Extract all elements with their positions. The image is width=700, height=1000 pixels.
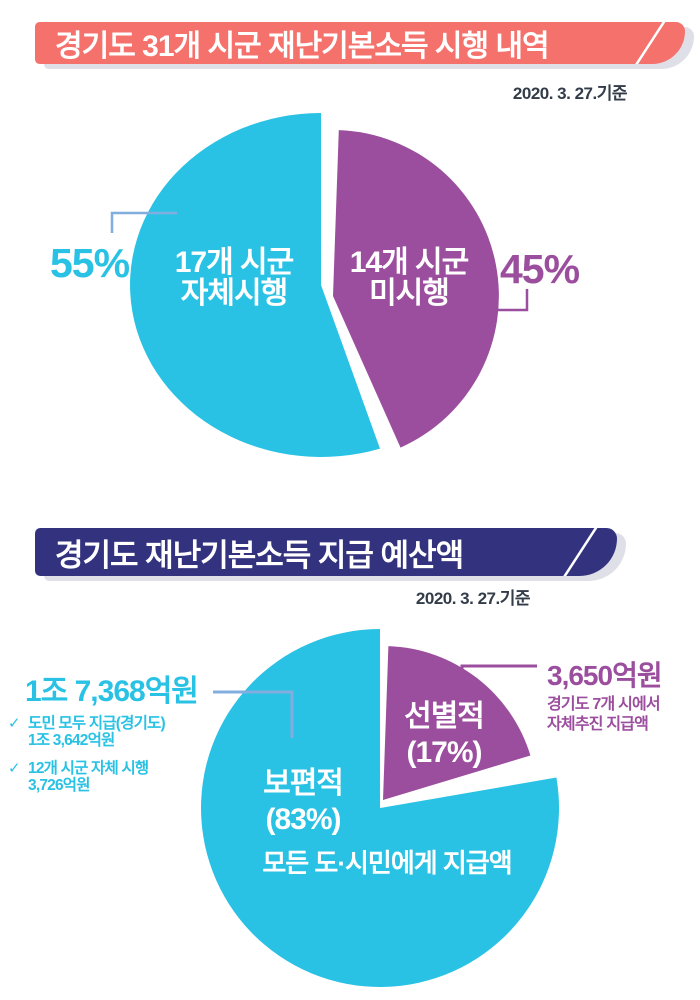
section1-title: 경기도 31개 시군 재난기본소득 시행 내역 [55,30,550,63]
section1-date-note: 2020. 3. 27.기준 [512,84,628,103]
selective-amount-desc: 경기도 7개 시에서 자체추진 지급액 [547,696,661,733]
callout-line-universal-amount [213,690,294,738]
pie1-cyan-percent: 55% [50,240,130,286]
pie2-universal-note: 모든 도·시민에게 지급액 [262,848,512,878]
section2-date-note: 2020. 3. 27.기준 [415,589,531,608]
breakdown-item-1: ✓ 도민 모두 지급(경기도) 1조 3,642억원 [8,715,166,749]
universal-amount: 1조 7,368억원 [25,675,199,708]
pie2-slice-universal [201,629,560,987]
pie1-cyan-slice-label: 17개 시군 자체시행 [174,246,295,310]
section2-title: 경기도 재난기본소득 지급 예산액 [55,537,464,573]
pie1-purple-percent: 45% [500,246,580,292]
pie1-slice-not-implemented [333,130,499,448]
breakdown-item-2: ✓ 12개 시군 자체 시행 3,726억원 [8,760,149,794]
callout-line-selective-amount [460,664,537,692]
pie1-slice-implemented [130,113,380,457]
pie2-selective-label: 선별적 (17%) [404,700,485,769]
selective-amount: 3,650억원 [547,660,663,691]
pie2-universal-label: 보편적 (83%) [263,767,344,836]
callout-line-55pct [110,211,177,233]
check-icon: ✓ [8,760,21,777]
section1-banner: 경기도 31개 시군 재난기본소득 시행 내역 [35,22,685,64]
check-icon: ✓ [8,715,21,732]
pie1-purple-slice-label: 14개 시군 미시행 [349,246,470,310]
pie2-slice-selective [383,646,531,800]
section2-banner: 경기도 재난기본소득 지급 예산액 [35,528,617,576]
callout-line-45pct [476,289,529,312]
